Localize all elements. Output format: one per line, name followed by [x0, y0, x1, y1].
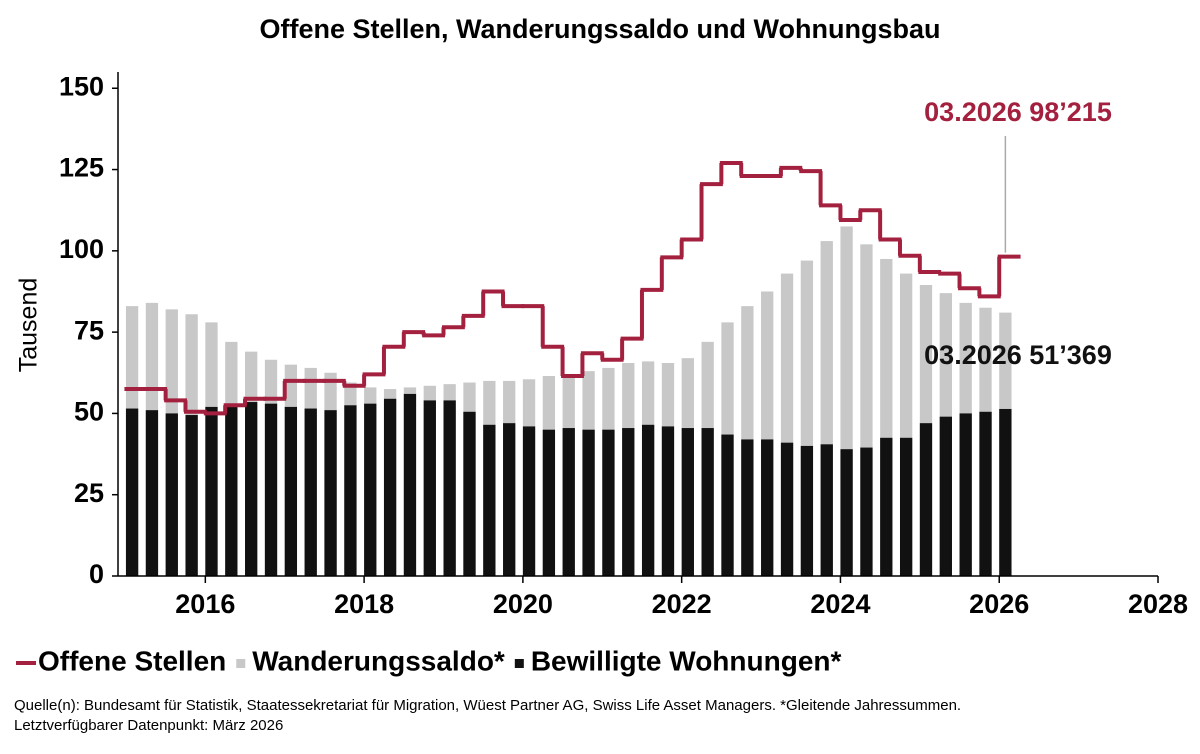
bar: [661, 426, 675, 576]
y-tick-label: 25: [74, 478, 104, 508]
bar: [582, 429, 595, 576]
x-tick-label: 2024: [810, 589, 870, 619]
y-tick-label: 75: [74, 315, 104, 345]
bar: [979, 411, 992, 576]
bar: [741, 439, 754, 576]
bar: [463, 411, 476, 576]
y-axis-label: Tausend: [15, 278, 43, 373]
legend-label: Offene Stellen: [38, 645, 226, 676]
bar: [522, 426, 536, 576]
bar: [304, 408, 317, 576]
legend-symbol: [236, 659, 246, 668]
x-tick-label: 2020: [493, 589, 553, 619]
y-tick-label: 125: [59, 153, 104, 183]
y-tick-label: 150: [59, 71, 104, 101]
bar: [284, 406, 298, 576]
bar: [840, 449, 853, 576]
bar: [800, 445, 814, 576]
y-tick-label: 0: [89, 559, 104, 589]
bar: [959, 413, 972, 576]
y-tick-label: 50: [74, 397, 104, 427]
bar: [145, 410, 159, 576]
bar: [641, 424, 655, 576]
bar: [562, 428, 575, 576]
legend-label: Wanderungssaldo*: [252, 645, 505, 676]
bar: [344, 405, 357, 576]
x-tick-label: 2016: [175, 589, 235, 619]
bar: [622, 428, 635, 576]
bar: [999, 408, 1012, 576]
bar: [880, 437, 893, 576]
bar: [205, 406, 218, 576]
bar: [701, 428, 714, 576]
bar: [383, 398, 397, 576]
source: Quelle(n): Bundesamt für Statistik, Staa…: [14, 697, 961, 714]
bar: [245, 402, 258, 576]
bar: [820, 444, 833, 576]
x-tick-label: 2022: [652, 589, 712, 619]
bar: [165, 413, 178, 576]
note: Letztverfügbarer Datenpunkt: März 2026: [14, 717, 283, 734]
x-tick-label: 2028: [1128, 589, 1188, 619]
bar: [443, 400, 456, 576]
annotation: 03.2026 51’369: [924, 340, 1112, 370]
bar: [324, 410, 337, 576]
x-tick-label: 2018: [334, 589, 394, 619]
bar: [542, 429, 556, 576]
bar: [919, 423, 933, 576]
bar: [780, 442, 794, 576]
bar: [721, 434, 734, 576]
bar: [860, 447, 873, 576]
bar: [503, 423, 516, 576]
bar: [899, 437, 913, 576]
chart-title: Offene Stellen, Wanderungssaldo und Wohn…: [259, 14, 940, 44]
bar: [423, 400, 436, 576]
bar: [125, 408, 139, 576]
bar: [264, 403, 278, 576]
legend-label: Bewilligte Wohnungen*: [531, 645, 842, 676]
annotation: 03.2026 98’215: [924, 97, 1112, 127]
bar: [681, 428, 694, 576]
bar: [939, 416, 952, 576]
y-tick-label: 100: [59, 234, 104, 264]
bar: [483, 424, 496, 576]
bar: [761, 439, 774, 576]
legend-symbol: [514, 659, 524, 668]
bar: [225, 405, 238, 576]
bar: [403, 393, 417, 576]
x-tick-label: 2026: [969, 589, 1029, 619]
bar: [364, 403, 377, 576]
bar: [185, 415, 198, 576]
bar: [602, 429, 615, 576]
